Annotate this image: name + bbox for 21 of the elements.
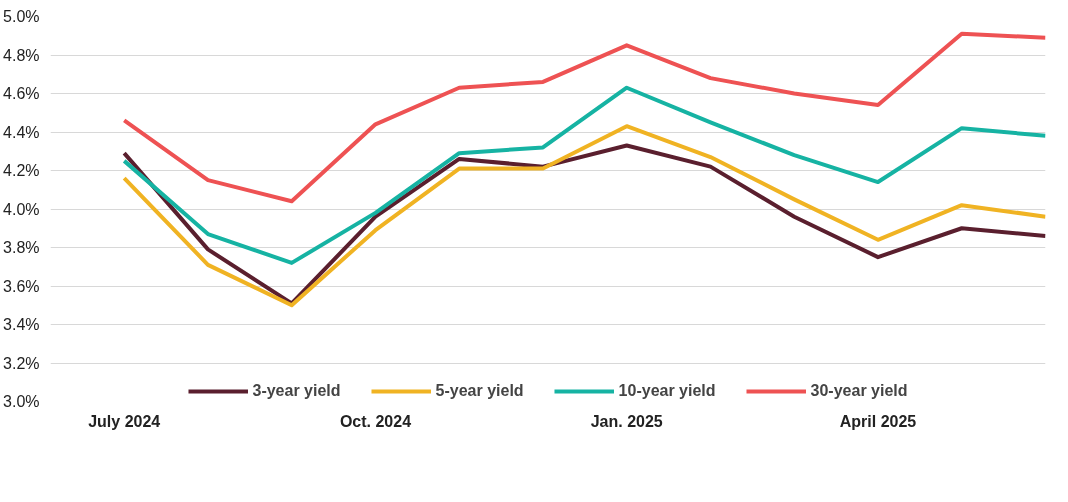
x-tick-label: April 2025: [839, 412, 917, 430]
x-tick-label: Jan. 2025: [590, 412, 663, 430]
y-tick-label: 5.0%: [3, 8, 40, 25]
y-tick-label: 4.8%: [3, 46, 40, 64]
legend-label: 5-year yield: [435, 382, 524, 400]
x-tick-label: July 2024: [88, 412, 161, 430]
y-tick-label: 4.6%: [3, 85, 40, 102]
y-tick-label: 3.0%: [3, 393, 40, 410]
y-tick-label: 3.4%: [3, 316, 40, 333]
legend-label: 10-year yield: [618, 382, 716, 400]
x-tick-label: Oct. 2024: [339, 412, 412, 430]
line-series: [122, 85, 1046, 265]
y-tick-label: 3.6%: [3, 277, 40, 295]
y-tick-label: 4.2%: [3, 162, 40, 179]
legend-label: 30-year yield: [810, 382, 908, 400]
line-series: [122, 31, 1046, 204]
y-tick-label: 3.8%: [3, 239, 40, 256]
legend-label: 3-year yield: [252, 382, 341, 400]
y-tick-label: 3.2%: [3, 354, 40, 372]
y-tick-label: 4.4%: [3, 123, 40, 141]
y-tick-label: 4.0%: [3, 200, 40, 218]
